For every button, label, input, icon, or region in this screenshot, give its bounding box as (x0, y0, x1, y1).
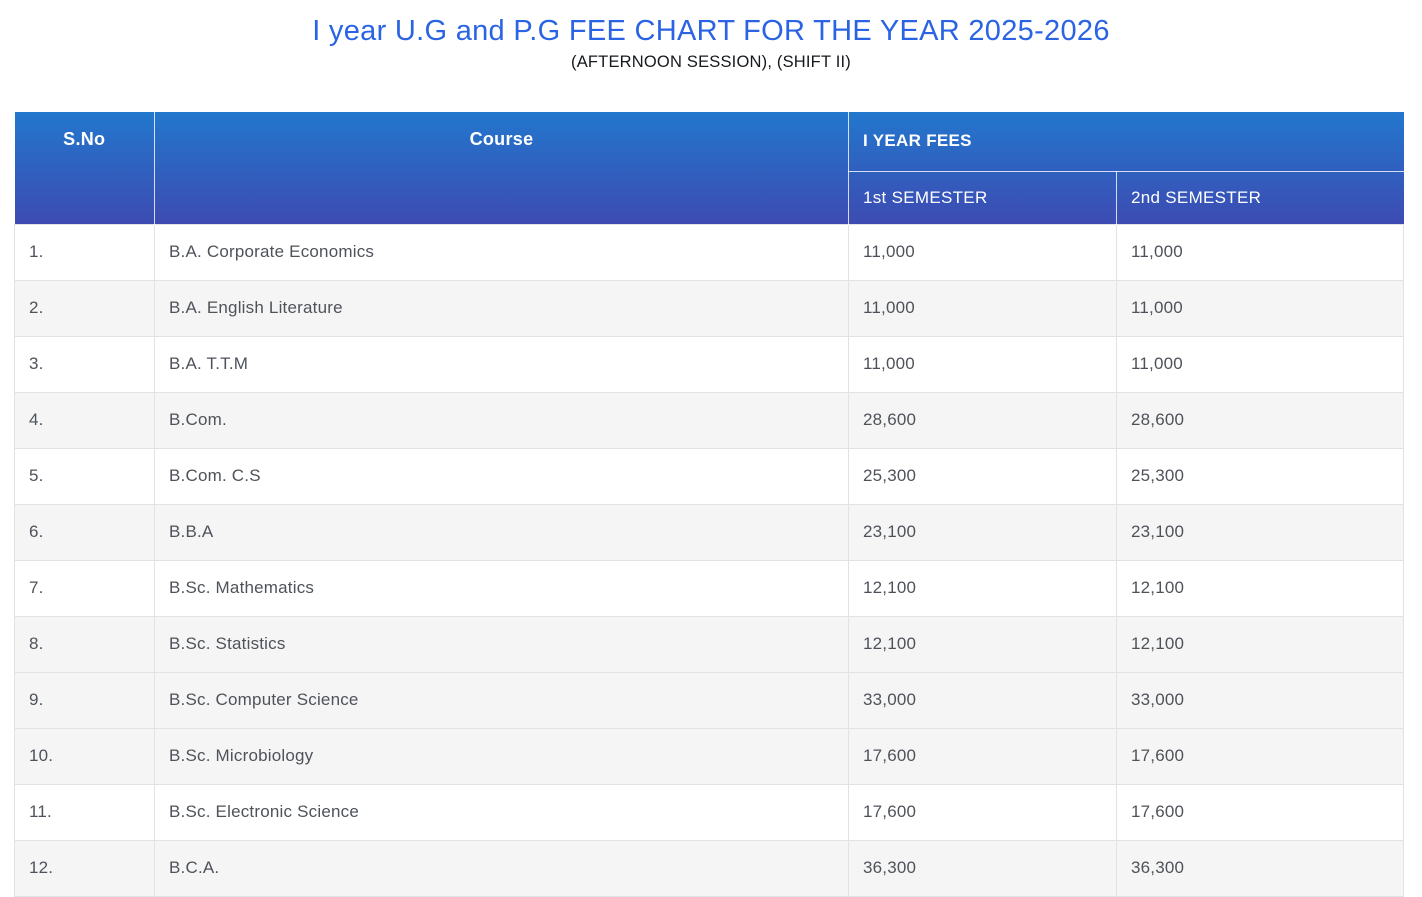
table-row: 8. B.Sc. Statistics 12,100 12,100 (14, 615, 1405, 673)
row-serial-number: 8. (14, 615, 155, 673)
row-serial-number: 7. (14, 559, 155, 617)
row-sem1-fee: 23,100 (848, 503, 1117, 561)
row-course-name: B.Com. (154, 391, 849, 449)
table-row: 6. B.B.A 23,100 23,100 (14, 503, 1405, 561)
row-sem1-fee: 28,600 (848, 391, 1117, 449)
row-sem2-fee: 17,600 (1115, 727, 1405, 785)
row-sem1-fee: 36,300 (848, 839, 1117, 897)
row-course-name: B.Sc. Microbiology (154, 727, 849, 785)
row-course-name: B.Sc. Electronic Science (154, 783, 849, 841)
row-sem1-fee: 11,000 (848, 335, 1117, 393)
row-serial-number: 4. (14, 391, 155, 449)
row-course-name: B.Com. C.S (154, 447, 849, 505)
row-sem1-fee: 12,100 (848, 615, 1117, 673)
row-sem2-fee: 23,100 (1115, 503, 1405, 561)
row-course-name: B.A. English Literature (154, 279, 849, 337)
table-row: 7. B.Sc. Mathematics 12,100 12,100 (14, 559, 1405, 617)
row-sem1-fee: 17,600 (848, 783, 1117, 841)
row-sem1-fee: 25,300 (848, 447, 1117, 505)
row-sem2-fee: 28,600 (1115, 391, 1405, 449)
row-sem1-fee: 33,000 (848, 671, 1117, 729)
page-title: I year U.G and P.G FEE CHART FOR THE YEA… (312, 15, 1110, 47)
row-serial-number: 12. (14, 839, 155, 897)
table-row: 12. B.C.A. 36,300 36,300 (14, 839, 1405, 897)
row-sem2-fee: 36,300 (1115, 839, 1405, 897)
row-course-name: B.Sc. Statistics (154, 615, 849, 673)
row-course-name: B.A. Corporate Economics (154, 223, 849, 281)
table-row: 3. B.A. T.T.M 11,000 11,000 (14, 335, 1405, 393)
row-course-name: B.Sc. Mathematics (154, 559, 849, 617)
table-row: 10. B.Sc. Microbiology 17,600 17,600 (14, 727, 1405, 785)
row-sem2-fee: 17,600 (1115, 783, 1405, 841)
row-sem2-fee: 25,300 (1115, 447, 1405, 505)
row-serial-number: 10. (14, 727, 155, 785)
row-course-name: B.B.A (154, 503, 849, 561)
header-course: Course (469, 129, 534, 149)
row-serial-number: 5. (14, 447, 155, 505)
table-row: 5. B.Com. C.S 25,300 25,300 (14, 447, 1405, 505)
fee-table-body: 1. B.A. Corporate Economics 11,000 11,00… (14, 223, 1405, 897)
row-course-name: B.C.A. (154, 839, 849, 897)
page-subtitle: (AFTERNOON SESSION), (SHIFT II) (571, 53, 851, 72)
row-sem1-fee: 11,000 (848, 279, 1117, 337)
header-1st-semester: 1st SEMESTER (848, 171, 1117, 224)
row-sem1-fee: 12,100 (848, 559, 1117, 617)
table-row: 2. B.A. English Literature 11,000 11,000 (14, 279, 1405, 337)
header-2nd-semester: 2nd SEMESTER (1131, 187, 1262, 207)
table-row: 4. B.Com. 28,600 28,600 (14, 391, 1405, 449)
fee-table-header: S.No Course I YEAR FEES 1st SEMESTER 2nd… (14, 112, 1404, 224)
row-serial-number: 3. (14, 335, 155, 393)
row-sem1-fee: 11,000 (848, 223, 1117, 281)
row-sem2-fee: 11,000 (1115, 279, 1405, 337)
row-serial-number: 6. (14, 503, 155, 561)
row-serial-number: 9. (14, 671, 155, 729)
header-sno: S.No (14, 112, 155, 224)
row-sem2-fee: 33,000 (1115, 671, 1405, 729)
row-sem1-fee: 17,600 (848, 727, 1117, 785)
header-year-fees: I YEAR FEES (847, 112, 1404, 172)
row-course-name: B.A. T.T.M (154, 335, 849, 393)
row-course-name: B.Sc. Computer Science (154, 671, 849, 729)
row-sem2-fee: 12,100 (1115, 559, 1405, 617)
fee-table: S.No Course I YEAR FEES 1st SEMESTER 2nd… (14, 112, 1405, 897)
row-sem2-fee: 12,100 (1115, 615, 1405, 673)
row-serial-number: 11. (14, 783, 155, 841)
table-row: 1. B.A. Corporate Economics 11,000 11,00… (14, 223, 1405, 281)
table-row: 11. B.Sc. Electronic Science 17,600 17,6… (14, 783, 1405, 841)
row-serial-number: 2. (14, 279, 155, 337)
row-sem2-fee: 11,000 (1115, 223, 1405, 281)
row-sem2-fee: 11,000 (1115, 335, 1405, 393)
table-row: 9. B.Sc. Computer Science 33,000 33,000 (14, 671, 1405, 729)
row-serial-number: 1. (14, 223, 155, 281)
